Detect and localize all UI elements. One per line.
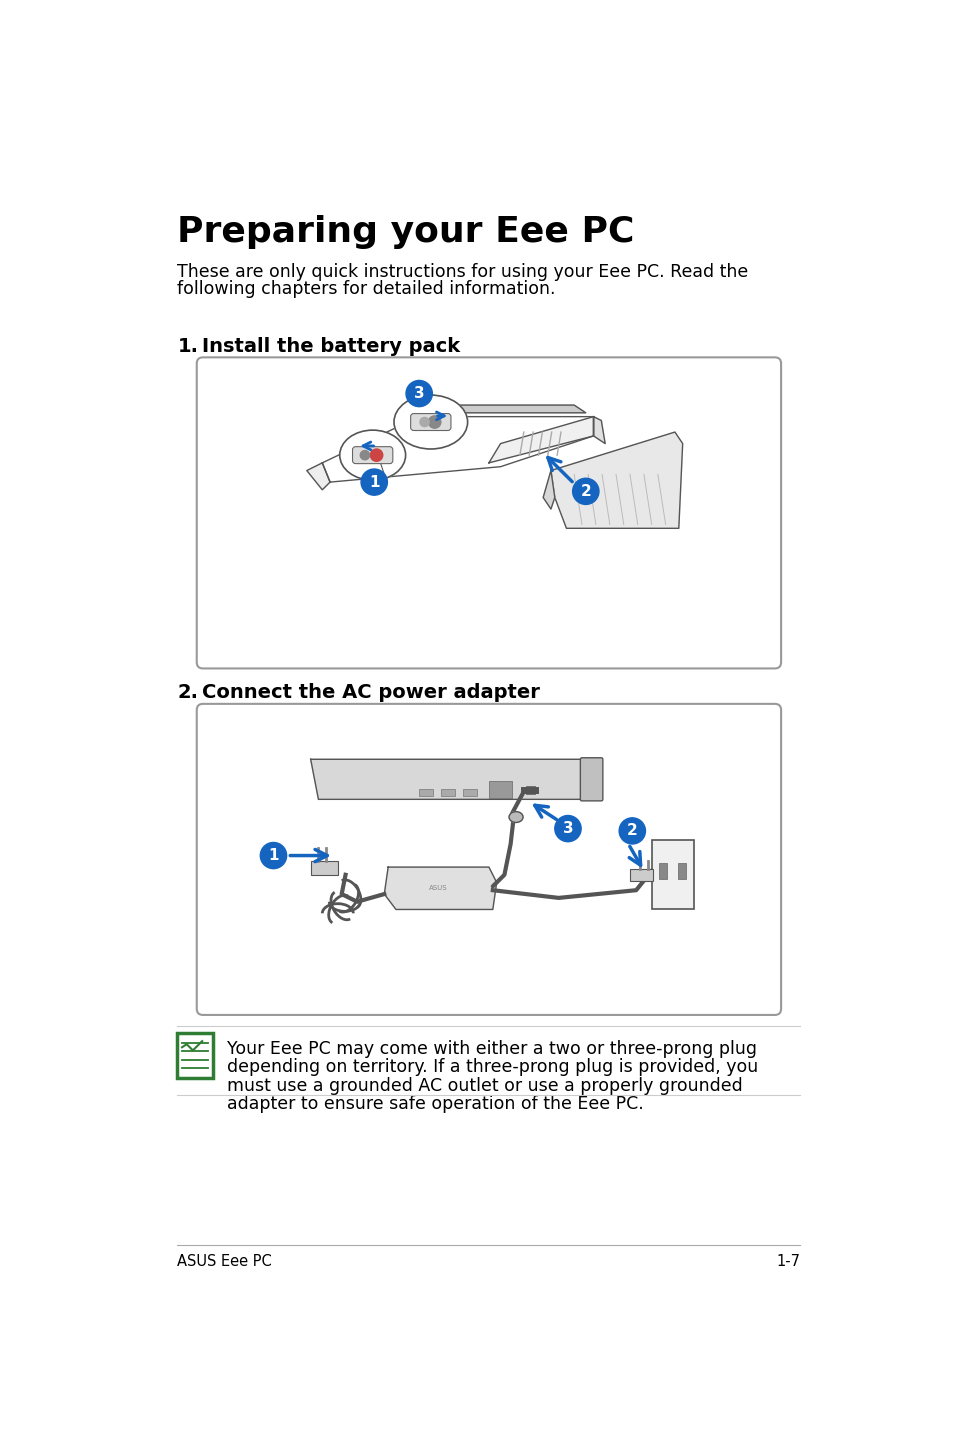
Ellipse shape: [509, 811, 522, 823]
Bar: [488, 781, 512, 798]
Bar: [629, 869, 653, 881]
Text: 3: 3: [562, 821, 573, 835]
Text: Your Eee PC may come with either a two or three-prong plug: Your Eee PC may come with either a two o…: [227, 1040, 756, 1057]
Ellipse shape: [394, 395, 467, 449]
Bar: [418, 788, 433, 797]
Text: 1: 1: [369, 475, 379, 489]
Text: 1-7: 1-7: [776, 1254, 800, 1270]
Text: adapter to ensure safe operation of the Eee PC.: adapter to ensure safe operation of the …: [227, 1094, 643, 1113]
Bar: [311, 861, 337, 874]
Polygon shape: [384, 867, 497, 909]
Text: must use a grounded AC outlet or use a properly grounded: must use a grounded AC outlet or use a p…: [227, 1077, 742, 1094]
Polygon shape: [311, 759, 600, 800]
Bar: [525, 787, 535, 794]
Polygon shape: [427, 406, 585, 413]
Circle shape: [572, 479, 598, 505]
Text: Preparing your Eee PC: Preparing your Eee PC: [177, 214, 634, 249]
Ellipse shape: [339, 430, 405, 480]
Circle shape: [360, 469, 387, 495]
Text: 1.: 1.: [177, 336, 198, 355]
Text: Connect the AC power adapter: Connect the AC power adapter: [202, 683, 539, 702]
Circle shape: [419, 417, 429, 427]
Bar: [440, 788, 455, 797]
Text: Install the battery pack: Install the battery pack: [202, 336, 459, 355]
FancyBboxPatch shape: [196, 358, 781, 669]
Polygon shape: [488, 417, 593, 463]
Circle shape: [406, 381, 432, 407]
Circle shape: [370, 449, 382, 462]
Circle shape: [360, 450, 369, 460]
Polygon shape: [593, 417, 604, 443]
Text: depending on territory. If a three-prong plug is provided, you: depending on territory. If a three-prong…: [227, 1058, 758, 1076]
Text: 3: 3: [414, 385, 424, 401]
FancyBboxPatch shape: [196, 703, 781, 1015]
Circle shape: [555, 815, 580, 841]
Bar: [462, 788, 476, 797]
Polygon shape: [542, 470, 555, 509]
Text: These are only quick instructions for using your Eee PC. Read the: These are only quick instructions for us…: [177, 263, 748, 282]
Bar: [177, 1034, 213, 1078]
FancyBboxPatch shape: [410, 414, 451, 430]
Bar: [659, 863, 666, 879]
Text: following chapters for detailed information.: following chapters for detailed informat…: [177, 280, 556, 298]
Text: ASUS Eee PC: ASUS Eee PC: [177, 1254, 272, 1270]
Bar: [678, 863, 685, 879]
Bar: [651, 840, 694, 909]
Text: 2: 2: [579, 483, 591, 499]
Text: 2: 2: [626, 824, 637, 838]
Polygon shape: [322, 417, 593, 482]
Text: 2.: 2.: [177, 683, 198, 702]
Circle shape: [428, 416, 440, 429]
Text: 1: 1: [268, 848, 278, 863]
Circle shape: [260, 843, 286, 869]
Text: ASUS: ASUS: [429, 884, 447, 892]
FancyBboxPatch shape: [579, 758, 602, 801]
FancyBboxPatch shape: [353, 447, 393, 463]
Polygon shape: [307, 463, 330, 490]
Circle shape: [618, 818, 645, 844]
Polygon shape: [550, 431, 682, 528]
